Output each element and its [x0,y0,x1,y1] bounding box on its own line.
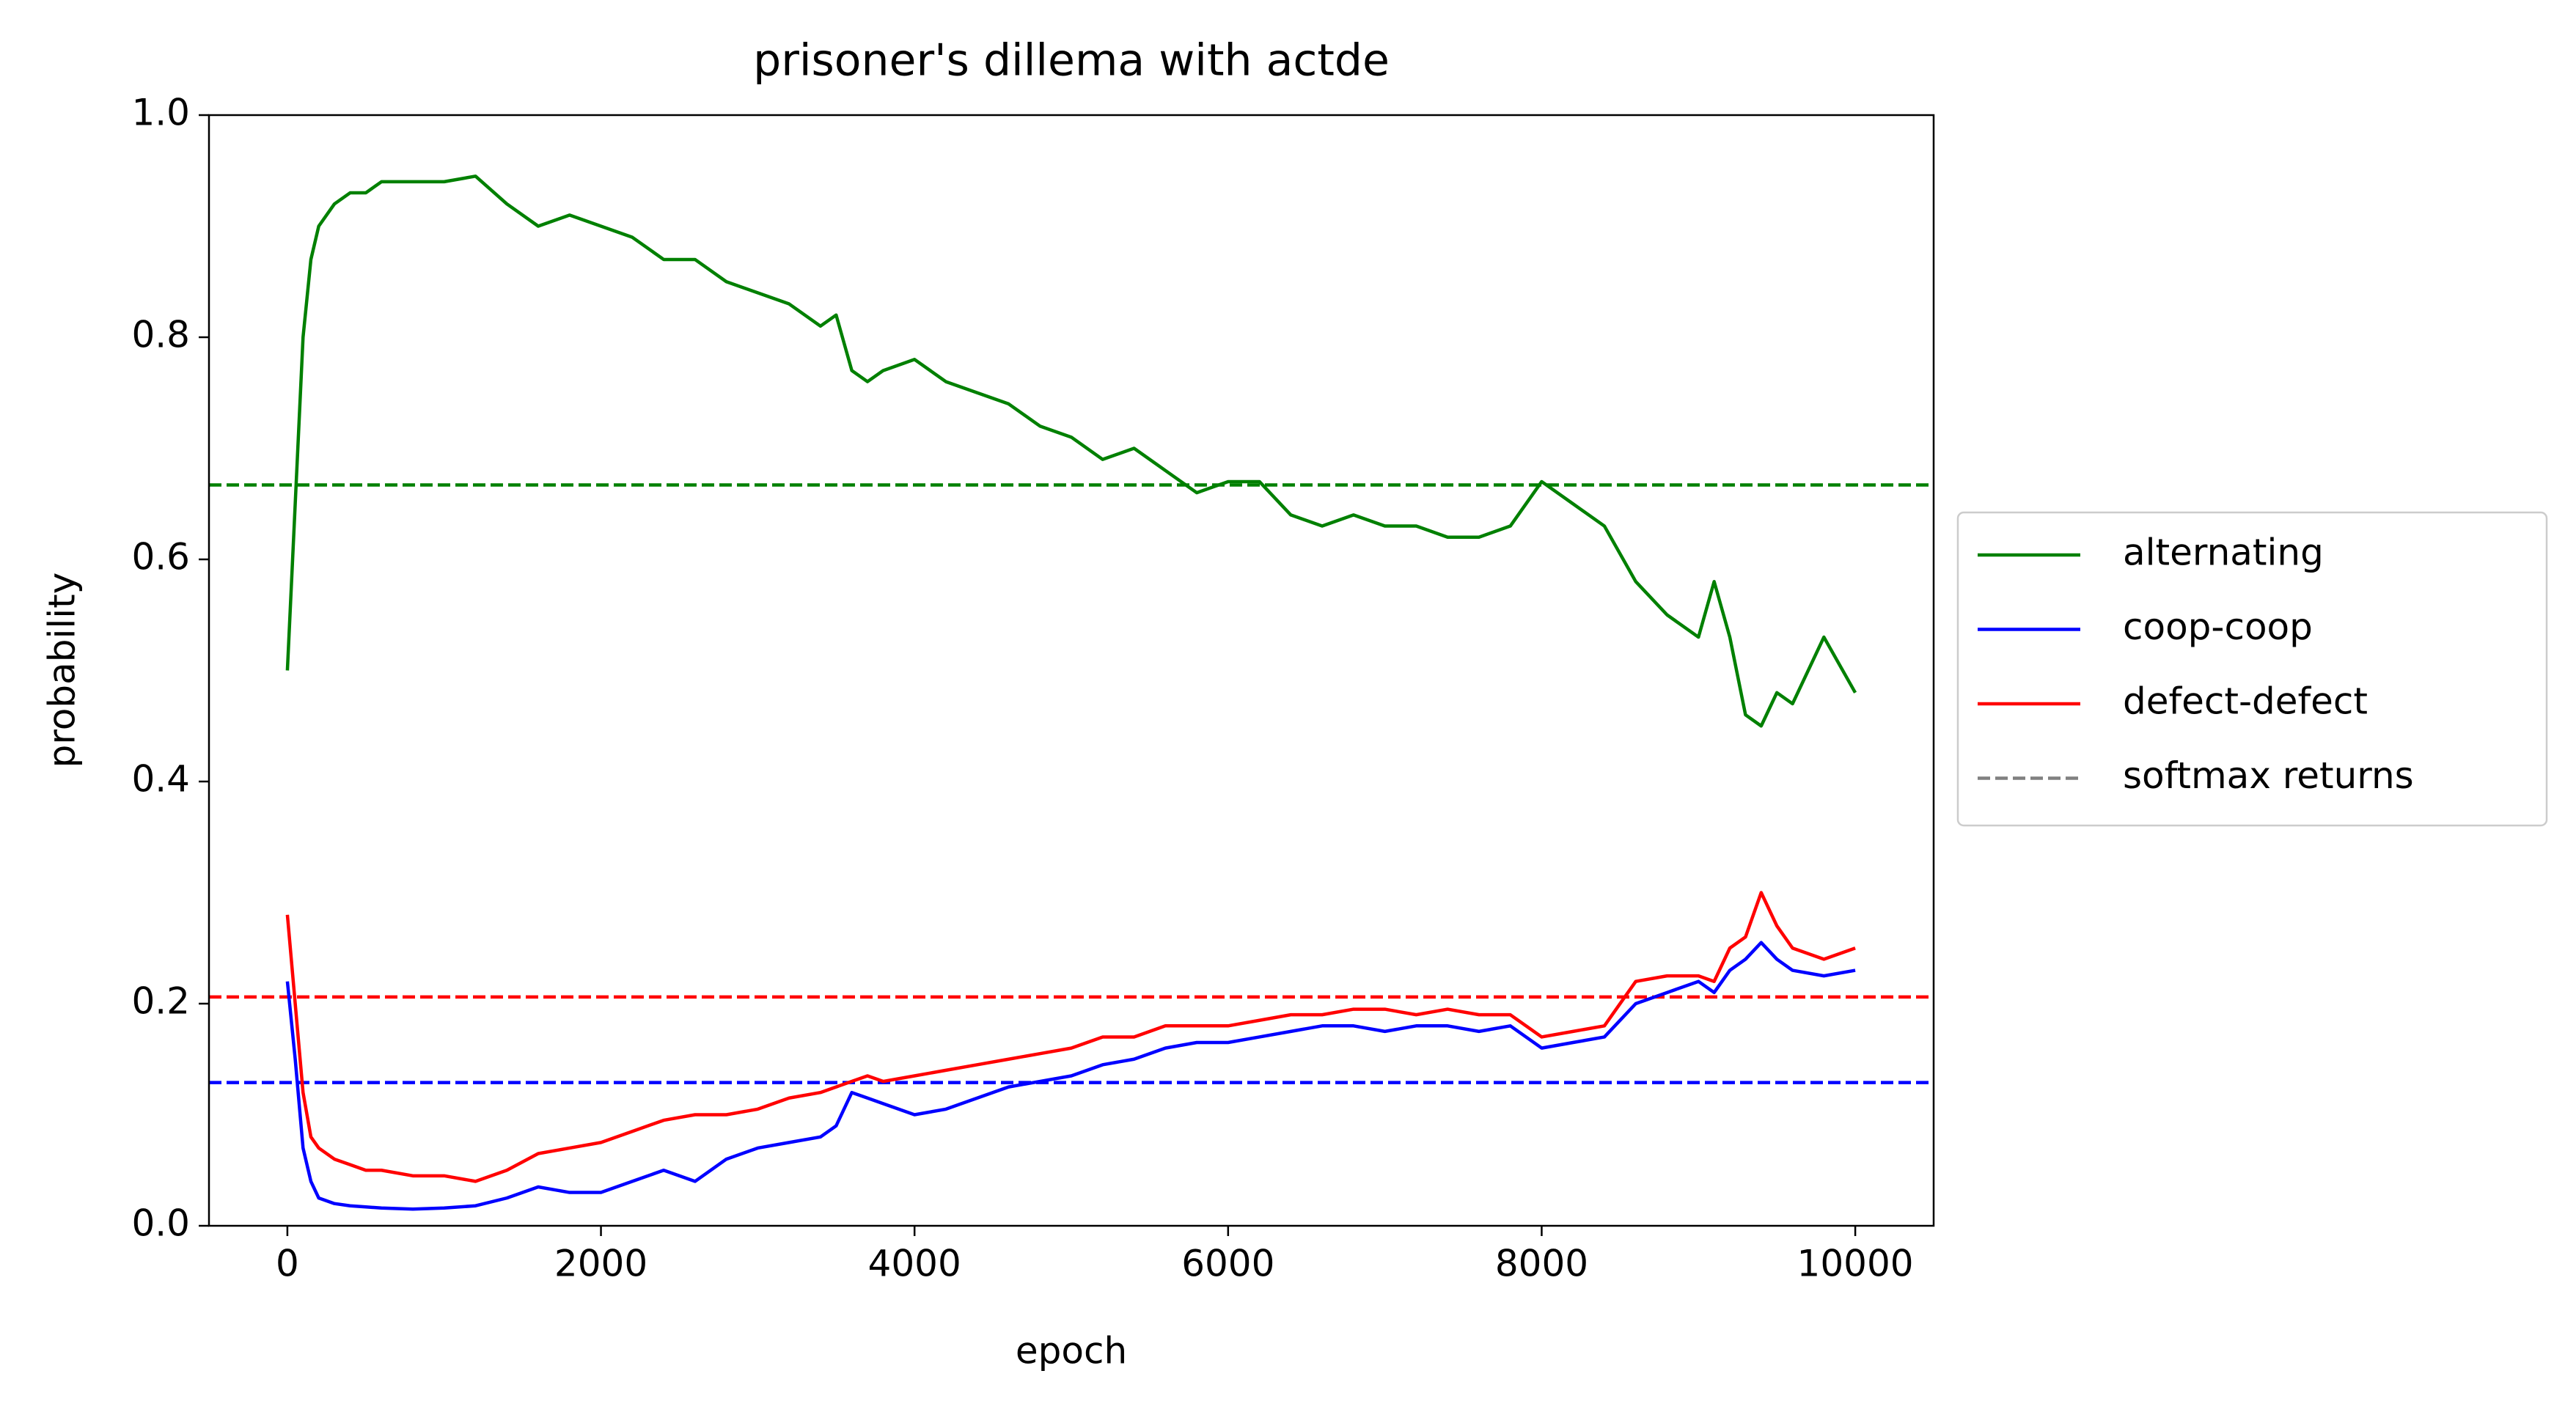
data-line [285,174,1857,728]
x-tick-label: 0 [276,1243,299,1285]
x-tick-label: 10000 [1797,1243,1914,1285]
legend-label: alternating [2123,532,2324,574]
legend-label: softmax returns [2123,754,2414,797]
y-tick-label: 0.6 [131,536,190,578]
x-axis-label: epoch [1016,1330,1127,1372]
y-tick-label: 0.8 [131,314,190,356]
legend-box [1956,511,2548,827]
plot-frame [208,114,1935,1227]
y-tick-label: 1.0 [131,92,190,134]
data-line [285,941,1856,1211]
y-tick-label: 0.0 [131,1202,190,1245]
chart-title: prisoner's dillema with actde [753,35,1390,87]
legend-label: defect-defect [2123,680,2368,723]
x-tick-label: 8000 [1495,1243,1588,1285]
x-tick-label: 4000 [868,1243,961,1285]
y-tick-label: 0.4 [131,758,190,801]
data-line [285,891,1856,1183]
legend-label: coop-coop [2123,606,2313,648]
x-tick-label: 6000 [1181,1243,1274,1285]
y-tick-label: 0.2 [131,980,190,1023]
y-axis-label: probability [41,573,84,768]
x-tick-label: 2000 [554,1243,647,1285]
